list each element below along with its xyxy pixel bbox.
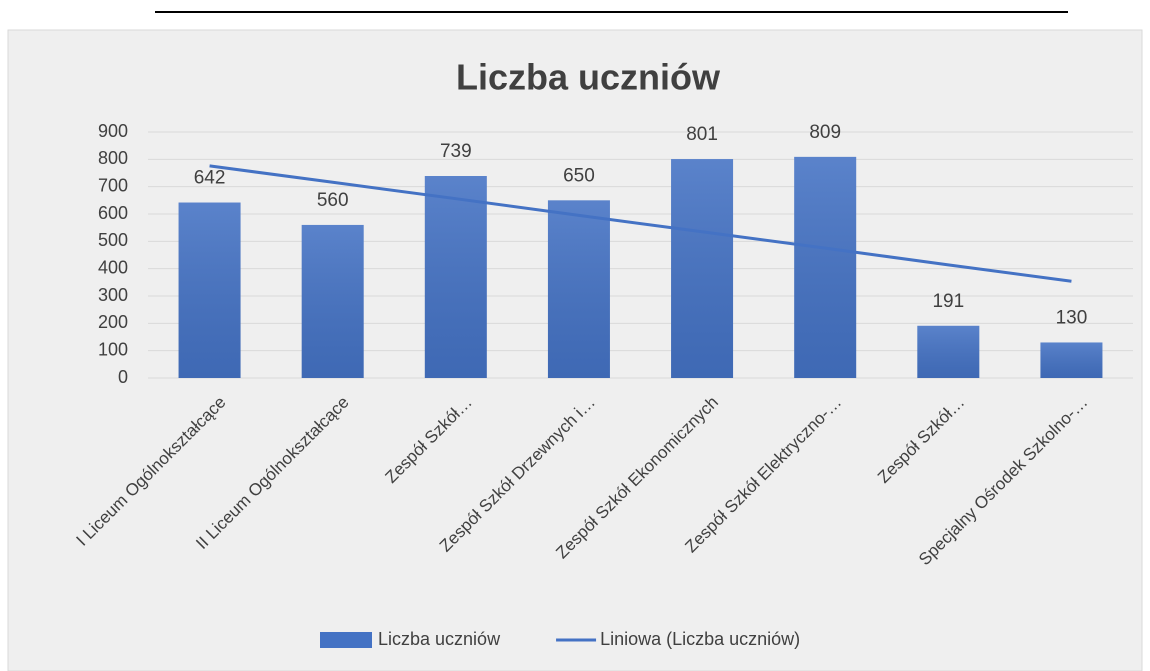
bar-shade — [178, 202, 241, 378]
bar-shade — [794, 156, 857, 378]
trend-line — [209, 164, 1072, 283]
bar-shade — [301, 224, 364, 378]
data-label: 801 — [686, 124, 718, 145]
legend-label: Liniowa (Liczba uczniów) — [600, 629, 800, 649]
y-tick-label: 400 — [98, 257, 128, 277]
marks — [178, 156, 1103, 378]
y-tick-label: 300 — [98, 285, 128, 305]
bar-shade — [424, 176, 487, 378]
bar-shade — [1040, 342, 1103, 378]
data-label: 650 — [563, 165, 595, 186]
y-tick-label: 0 — [118, 367, 128, 387]
bar-shade — [671, 159, 734, 378]
chart-title: Liczba uczniów — [456, 57, 721, 98]
data-label: 642 — [194, 168, 226, 189]
y-tick-label: 200 — [98, 312, 128, 332]
y-tick-label: 100 — [98, 339, 128, 359]
bar-shade — [917, 325, 980, 378]
y-tick-label: 600 — [98, 203, 128, 223]
legend-swatch — [320, 632, 372, 648]
y-tick-label: 900 — [98, 121, 128, 141]
legend-label: Liczba uczniów — [378, 629, 501, 649]
y-tick-label: 800 — [98, 148, 128, 168]
y-tick-label: 700 — [98, 175, 128, 195]
y-tick-label: 500 — [98, 230, 128, 250]
data-label: 130 — [1056, 307, 1088, 328]
data-label: 739 — [440, 141, 472, 162]
bar-shade — [547, 200, 610, 378]
data-label: 191 — [932, 291, 964, 312]
data-label: 809 — [809, 122, 841, 143]
data-label: 560 — [317, 190, 349, 211]
